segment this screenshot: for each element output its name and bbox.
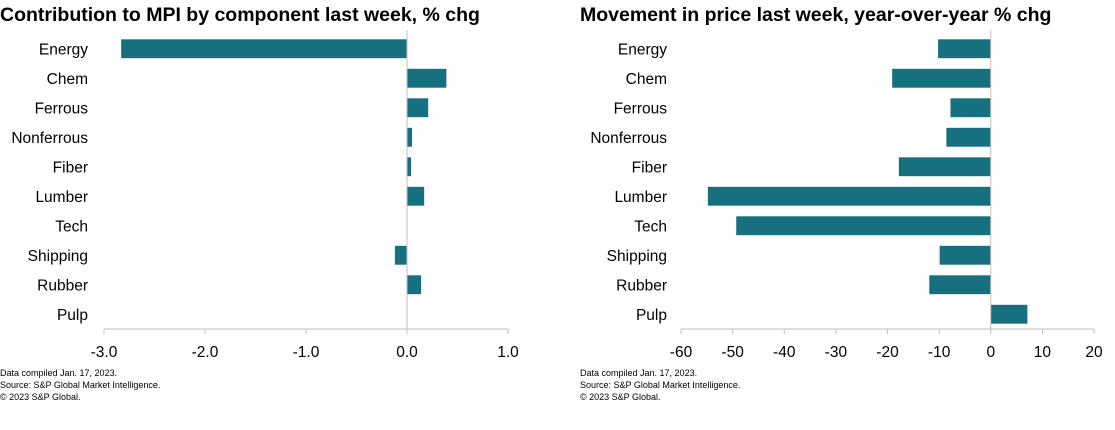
category-label: Shipping	[28, 248, 88, 265]
x-tick-label: 1.0	[497, 344, 519, 361]
chart-title: Movement in price last week, year-over-y…	[580, 4, 1052, 26]
x-tick-label: 20	[1085, 344, 1103, 361]
contribution-bar-chart: Energy Chem Ferrous Nonferrous Fiber Lumber Te…	[11, 30, 519, 361]
bar-pulp	[990, 304, 1028, 324]
category-label: Fiber	[632, 159, 667, 176]
x-tick-label: -3.0	[91, 344, 118, 361]
x-tick-label: -1.0	[293, 344, 320, 361]
data-compiled-note: Data compiled Jan. 17, 2023.	[580, 368, 698, 378]
category-label: Rubber	[37, 277, 88, 294]
chart-notes: Data compiled Jan. 17, 2023. Source: S&P…	[0, 367, 160, 403]
category-label: Rubber	[616, 277, 667, 294]
bar-fiber	[898, 157, 991, 177]
bar-ferrous	[407, 98, 429, 118]
category-label: Lumber	[614, 189, 667, 206]
bar-shipping	[394, 245, 407, 265]
category-label: Energy	[39, 41, 88, 58]
bar-tech	[736, 216, 991, 236]
source-note: Source: S&P Global Market Intelligence.	[0, 380, 161, 390]
x-tick-label: -60	[670, 344, 693, 361]
x-tick-label: -20	[876, 344, 899, 361]
bar-fiber	[407, 157, 412, 177]
chart-notes: Data compiled Jan. 17, 2023. Source: S&P…	[580, 367, 740, 403]
category-label: Lumber	[35, 189, 88, 206]
category-label: Nonferrous	[11, 130, 88, 147]
data-compiled-note: Data compiled Jan. 17, 2023.	[0, 368, 118, 378]
bar-ferrous	[950, 98, 991, 118]
x-tick-label: -40	[773, 344, 796, 361]
x-tick-label: -2.0	[192, 344, 219, 361]
x-tick-label: -50	[721, 344, 744, 361]
chart-title: Contribution to MPI by component last we…	[0, 4, 480, 26]
category-label: Ferrous	[614, 100, 668, 117]
category-label: Energy	[618, 41, 667, 58]
price-movement-chart-panel: Movement in price last week, year-over-y…	[578, 0, 1115, 430]
x-tick-label: 0.0	[396, 344, 418, 361]
copyright-note: © 2023 S&P Global.	[0, 392, 81, 402]
bar-shipping	[939, 245, 991, 265]
x-tick-label: -30	[825, 344, 848, 361]
category-label: Tech	[634, 218, 667, 235]
category-label: Shipping	[607, 248, 667, 265]
x-tick-label: -10	[928, 344, 951, 361]
category-label: Fiber	[53, 159, 88, 176]
category-label: Pulp	[636, 307, 667, 324]
bar-chem	[892, 68, 991, 88]
bar-energy	[121, 39, 408, 59]
bar-lumber	[707, 186, 991, 206]
category-label: Chem	[47, 71, 88, 88]
bar-nonferrous	[946, 127, 991, 147]
x-tick-label: 10	[1034, 344, 1052, 361]
bar-lumber	[407, 186, 425, 206]
category-label: Nonferrous	[590, 130, 667, 147]
source-note: Source: S&P Global Market Intelligence.	[580, 380, 741, 390]
category-label: Pulp	[57, 307, 88, 324]
bar-chem	[407, 68, 447, 88]
copyright-note: © 2023 S&P Global.	[580, 392, 661, 402]
contribution-chart-panel: Contribution to MPI by component last we…	[0, 0, 545, 430]
category-label: Ferrous	[35, 100, 89, 117]
bar-energy	[938, 39, 991, 59]
bar-nonferrous	[407, 127, 413, 147]
x-tick-label: 0	[986, 344, 995, 361]
category-label: Chem	[626, 71, 667, 88]
price-movement-bar-chart: Energy Chem Ferrous Nonferrous Fiber Lumber Te…	[590, 30, 1103, 361]
bar-rubber	[407, 275, 422, 295]
bar-rubber	[929, 275, 991, 295]
category-label: Tech	[55, 218, 88, 235]
